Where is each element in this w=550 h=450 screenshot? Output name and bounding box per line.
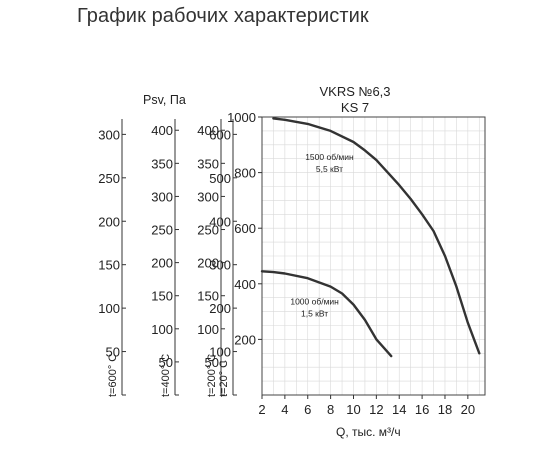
y-tick-label: 800 bbox=[234, 166, 256, 181]
y-tick-label: 1000 bbox=[227, 110, 256, 125]
secondary-tick-label: 50 bbox=[159, 355, 173, 370]
secondary-tick-label: 350 bbox=[151, 156, 173, 171]
curve-annotation-2: 1,5 кВт bbox=[301, 309, 328, 319]
secondary-tick-label: 500 bbox=[209, 171, 231, 186]
secondary-tick-label: 200 bbox=[197, 256, 219, 271]
curve-annotation-1: 5,5 кВт bbox=[316, 164, 343, 174]
secondary-tick-label: 350 bbox=[197, 156, 219, 171]
secondary-tick-label: 50 bbox=[106, 345, 120, 360]
x-tick-label: 4 bbox=[281, 402, 288, 417]
secondary-tick-label: 250 bbox=[197, 223, 219, 238]
secondary-tick-label: 400 bbox=[197, 123, 219, 138]
secondary-scale-label: t=200° С bbox=[206, 354, 218, 397]
x-tick-label: 10 bbox=[346, 402, 360, 417]
curve-annotation-2: 1000 об/мин bbox=[290, 297, 339, 307]
secondary-tick-label: 200 bbox=[151, 256, 173, 271]
x-tick-label: 16 bbox=[415, 402, 429, 417]
secondary-tick-label: 400 bbox=[151, 123, 173, 138]
secondary-tick-label: 100 bbox=[209, 345, 231, 360]
secondary-tick-label: 300 bbox=[151, 189, 173, 204]
secondary-tick-label: 200 bbox=[209, 301, 231, 316]
secondary-scale-label: t=20° С bbox=[218, 360, 230, 397]
secondary-tick-label: 100 bbox=[98, 301, 120, 316]
secondary-tick-label: 50 bbox=[205, 355, 219, 370]
plot-frame bbox=[261, 116, 486, 396]
x-tick-label: 20 bbox=[461, 402, 475, 417]
x-tick-label: 18 bbox=[438, 402, 452, 417]
secondary-tick-label: 250 bbox=[151, 223, 173, 238]
secondary-tick-label: 300 bbox=[209, 258, 231, 273]
x-tick-label: 6 bbox=[304, 402, 311, 417]
y-tick-label: 400 bbox=[234, 277, 256, 292]
secondary-scale-label: t=600° С bbox=[107, 354, 119, 397]
secondary-tick-label: 100 bbox=[151, 322, 173, 337]
performance-curve-1 bbox=[272, 117, 481, 355]
secondary-scale-label: t=400° С bbox=[160, 354, 172, 397]
secondary-tick-label: 200 bbox=[98, 214, 120, 229]
secondary-tick-label: 250 bbox=[98, 171, 120, 186]
x-axis-label: Q, тыс. м³/ч bbox=[336, 425, 401, 439]
y-tick-label: 600 bbox=[234, 221, 256, 236]
page-heading: График рабочих характеристик bbox=[77, 5, 369, 27]
secondary-tick-label: 150 bbox=[197, 289, 219, 304]
secondary-tick-label: 100 bbox=[197, 322, 219, 337]
x-tick-label: 14 bbox=[392, 402, 406, 417]
secondary-tick-label: 600 bbox=[209, 127, 231, 142]
chart-title: VKRS №6,3 bbox=[319, 84, 390, 99]
secondary-tick-label: 300 bbox=[197, 189, 219, 204]
y-tick-label: 200 bbox=[234, 332, 256, 347]
curve-annotation-1: 1500 об/мин bbox=[305, 152, 354, 162]
secondary-tick-label: 400 bbox=[209, 214, 231, 229]
secondary-tick-label: 150 bbox=[98, 258, 120, 273]
y-axis-label: Psv, Па bbox=[143, 93, 186, 107]
x-tick-label: 8 bbox=[327, 402, 334, 417]
performance-curve-2 bbox=[260, 270, 393, 358]
x-tick-label: 2 bbox=[258, 402, 265, 417]
x-tick-label: 12 bbox=[369, 402, 383, 417]
secondary-tick-label: 150 bbox=[151, 289, 173, 304]
secondary-tick-label: 300 bbox=[98, 127, 120, 142]
chart-subtitle: KS 7 bbox=[341, 100, 369, 115]
